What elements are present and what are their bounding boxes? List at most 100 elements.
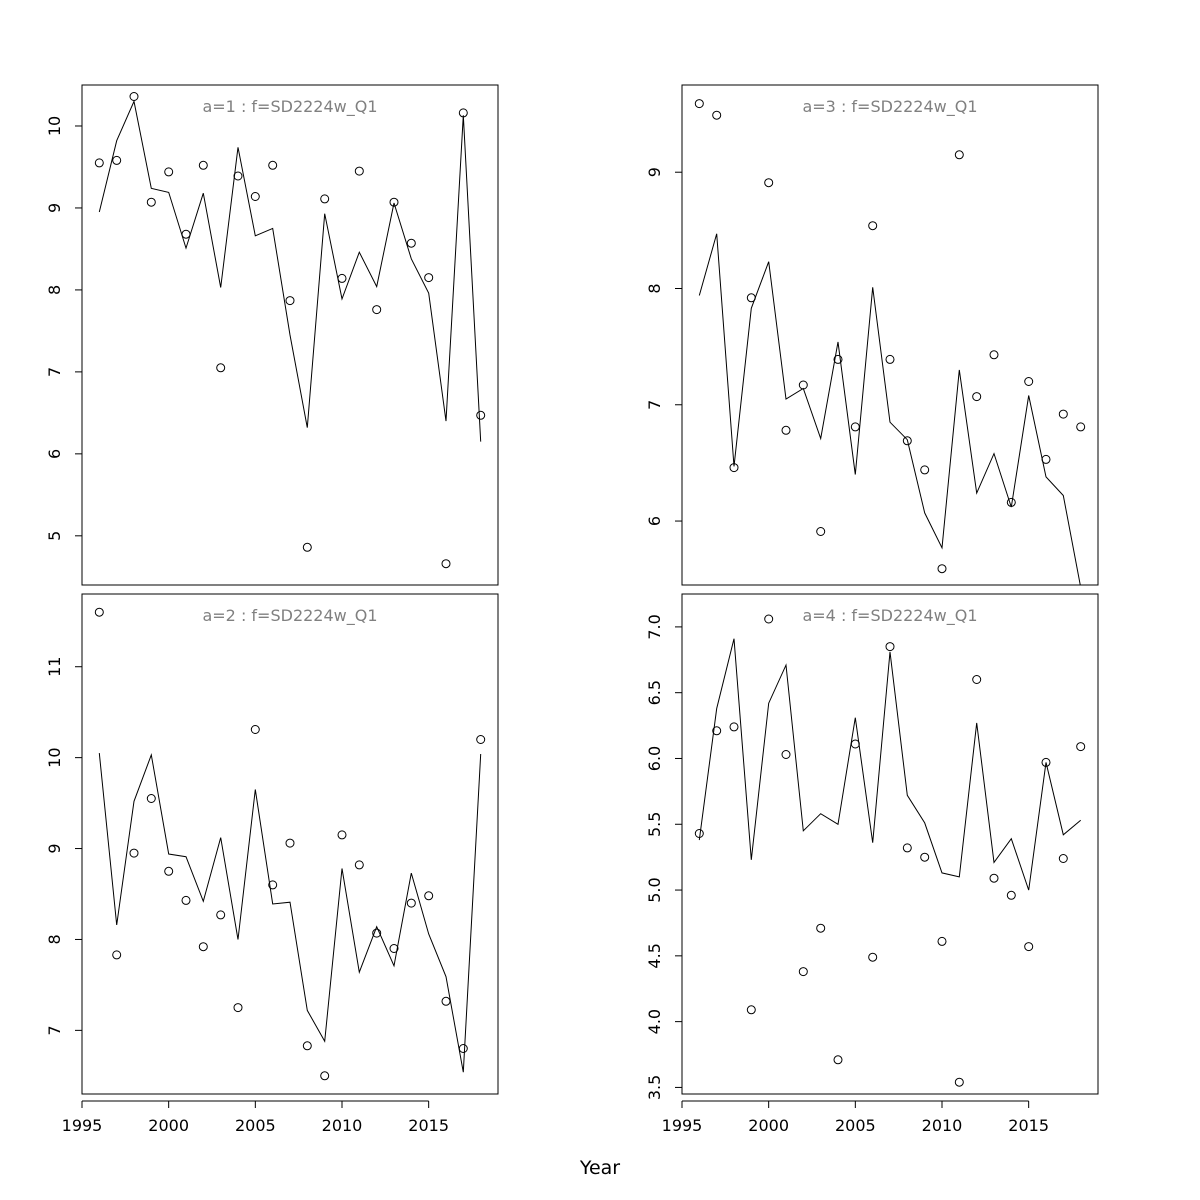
observation-point [764,178,774,188]
y-tick-label: 5 [45,531,64,541]
y-tick-label: 5.0 [645,877,664,902]
observation-point [372,305,382,315]
panel-grid: a=1 : f=SD2224w_Q1 5 6 7 8 9 10 a=3 : f=SD2224w… [45,84,1099,1135]
observation-point [337,273,347,283]
observation-point [198,160,208,170]
observation-point [833,1055,843,1065]
observation-point [285,838,295,848]
y-tick-label: 4.5 [645,943,664,968]
observation-point [781,425,791,435]
plot-area [698,233,1081,585]
observation-point [285,296,295,306]
observation-point [694,829,704,838]
observation-point [406,238,416,248]
observation-point [1058,409,1068,419]
observation-point [302,542,312,552]
panel-1: a=1 : f=SD2224w_Q1 5 6 7 8 9 10 [45,84,499,586]
observation-point [337,830,347,840]
y-tick-label: 6 [45,449,64,459]
observation-point [1076,422,1086,432]
observation-point [268,880,278,890]
observation-point [729,722,739,732]
observation-point [937,936,947,946]
observation-point [850,739,860,749]
observation-point [441,559,451,569]
observation-point [320,1071,330,1081]
y-tick-label: 5.5 [645,812,664,837]
panel-title: a=2 : f=SD2224w_Q1 [202,606,377,626]
observation-point [354,166,364,176]
y-tick-label: 6 [645,516,664,526]
observation-point [764,614,774,624]
observation-point [164,866,174,876]
observation-point [902,843,912,853]
observation-point [850,422,860,432]
y-tick-label: 8 [645,283,664,293]
x-tick-label: 1995 [62,1116,103,1135]
observation-point [816,923,826,933]
observation-point [1024,942,1034,952]
observation-point [746,293,756,303]
y-tick-label: 7.0 [645,614,664,639]
observation-point [476,410,486,420]
observation-point [146,197,156,207]
observation-point [798,380,808,390]
observation-point [441,996,451,1006]
y-tick-label: 8 [45,934,64,944]
observation-point [1024,377,1034,386]
panel-title: a=1 : f=SD2224w_Q1 [202,97,377,117]
plot-area [698,638,1082,891]
observation-point [181,895,191,905]
y-tick-label: 9 [645,167,664,177]
observation-point [424,273,434,283]
plot-frame [681,593,1099,1095]
observation-point [1006,890,1016,900]
observation-point [216,910,226,920]
observation-point [712,110,722,120]
y-tick-label: 9 [45,203,64,213]
observation-point [268,160,278,170]
observation-point [233,1003,243,1013]
observation-point [972,675,982,684]
y-tick-label: 10 [45,116,64,136]
observation-point [198,942,208,952]
fitted-line [698,638,1082,891]
observation-point [954,150,964,160]
observation-point [868,221,878,231]
observation-point [146,794,156,803]
y-tick-label: 7 [45,367,64,377]
panel-title: a=4 : f=SD2224w_Q1 [802,606,977,626]
panel-4: a=4 : f=SD2224w_Q1 3.5 4.0 4.5 5.0 5.5 6.0 6.5 7… [645,593,1099,1135]
x-axis-label: Year [579,1157,620,1179]
observation-point [372,928,382,938]
observation-point [868,952,878,962]
observation-point [816,527,826,536]
observation-point [320,194,330,204]
observation-point [746,1005,756,1015]
observation-point [94,607,104,617]
observation-point [885,642,895,652]
observation-point [712,726,722,736]
x-tick-label: 2010 [322,1116,363,1135]
x-tick-label: 2005 [835,1116,876,1135]
observation-point [1058,854,1068,863]
y-tick-label: 9 [45,843,64,853]
observation-point [424,891,434,901]
panel-title: a=3 : f=SD2224w_Q1 [802,97,977,117]
observation-point [458,1044,468,1053]
fitted-line [98,99,482,442]
observation-point [476,735,486,744]
observation-point [250,725,260,734]
panel-3: a=2 : f=SD2224w_Q1 7 8 9 10 11 1995 2000 2005 201… [45,593,499,1135]
observation-point [354,860,364,870]
observation-point [937,564,947,574]
observation-point [112,155,122,165]
observation-point [694,99,704,109]
observation-point [833,354,843,364]
x-tick-label: 2015 [1008,1116,1049,1135]
observation-point [250,192,260,201]
observation-point [112,950,122,960]
y-tick-label: 6.5 [645,680,664,705]
y-tick-label: 10 [45,747,64,767]
